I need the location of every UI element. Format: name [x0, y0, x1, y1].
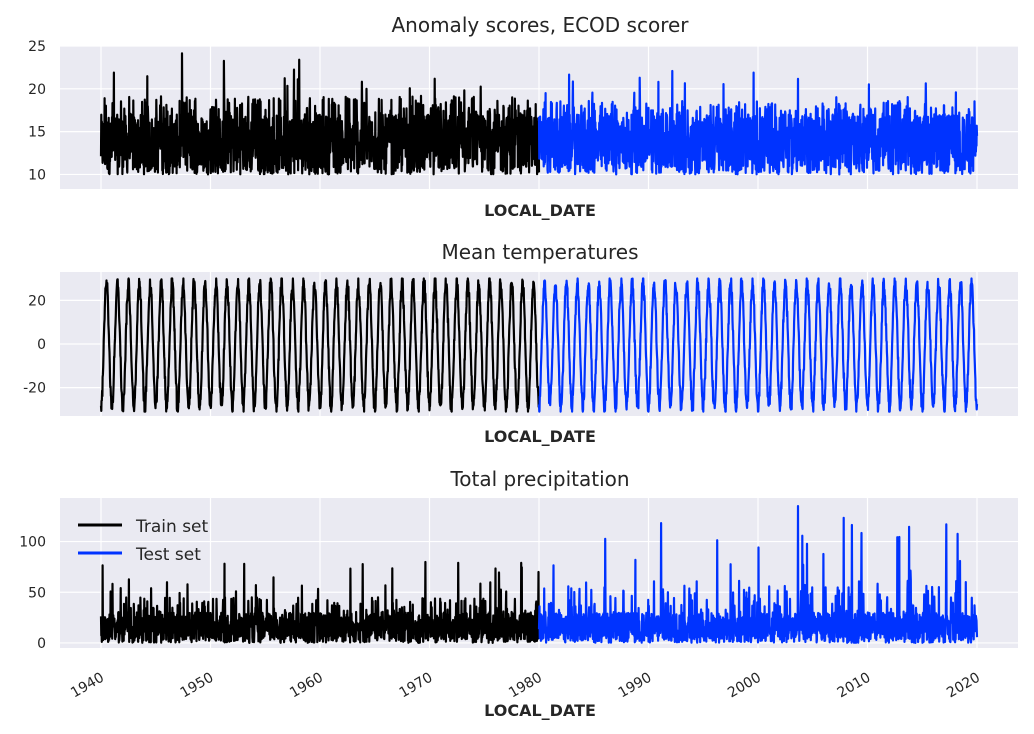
y-tick-label: 10 — [28, 167, 46, 183]
mean-temperatures-y-ticks: -20 0 20 — [23, 293, 46, 396]
total-precipitation-series — [99, 505, 979, 645]
series-line-train — [99, 52, 541, 176]
y-tick-label: 100 — [19, 535, 46, 551]
y-tick-label: 20 — [28, 293, 46, 309]
series-line-train — [99, 560, 541, 645]
legend: Train set Test set — [78, 517, 209, 565]
x-tick-label: 1940 — [68, 670, 107, 702]
total-precipitation-y-ticks: 0 50 100 — [19, 535, 46, 652]
series-line-train — [99, 277, 541, 413]
anomaly-scores-series — [99, 52, 979, 176]
series-line-test — [537, 277, 979, 413]
mean-temperatures-panel: Mean temperatures -20 0 20 LOCAL_DATE — [23, 240, 1018, 446]
series-line-test — [537, 505, 979, 645]
legend-test-label: Test set — [135, 545, 201, 565]
y-tick-label: 0 — [37, 636, 46, 652]
total-precipitation-x-ticks: 1940 1950 1960 1970 1980 1990 2000 2010 2020 — [68, 670, 983, 702]
mean-temperatures-series — [99, 277, 979, 413]
x-tick-label: 1990 — [616, 670, 655, 702]
total-precipitation-title: Total precipitation — [449, 467, 629, 491]
x-tick-label: 1970 — [397, 670, 436, 702]
anomaly-scores-xlabel: LOCAL_DATE — [484, 201, 596, 220]
y-tick-label: 20 — [28, 82, 46, 98]
x-tick-label: 1960 — [287, 670, 326, 702]
x-tick-label: 2020 — [944, 670, 983, 702]
y-tick-label: 25 — [28, 39, 46, 55]
x-tick-label: 2000 — [725, 670, 764, 702]
total-precipitation-xlabel: LOCAL_DATE — [484, 701, 596, 720]
anomaly-scores-y-ticks: 10 15 20 25 — [28, 39, 46, 183]
x-tick-label: 1980 — [506, 670, 545, 702]
x-tick-label: 2010 — [835, 670, 874, 702]
x-tick-label: 1950 — [178, 670, 217, 702]
mean-temperatures-title: Mean temperatures — [442, 240, 639, 264]
y-tick-label: 0 — [37, 337, 46, 353]
series-line-test — [537, 69, 979, 176]
legend-train-label: Train set — [135, 517, 209, 537]
y-tick-label: -20 — [23, 381, 46, 397]
y-tick-label: 15 — [28, 125, 46, 141]
y-tick-label: 50 — [28, 585, 46, 601]
mean-temperatures-xlabel: LOCAL_DATE — [484, 427, 596, 446]
anomaly-scores-title: Anomaly scores, ECOD scorer — [391, 13, 689, 37]
anomaly-scores-panel: Anomaly scores, ECOD scorer 10 15 20 25 LOC… — [28, 13, 1018, 220]
